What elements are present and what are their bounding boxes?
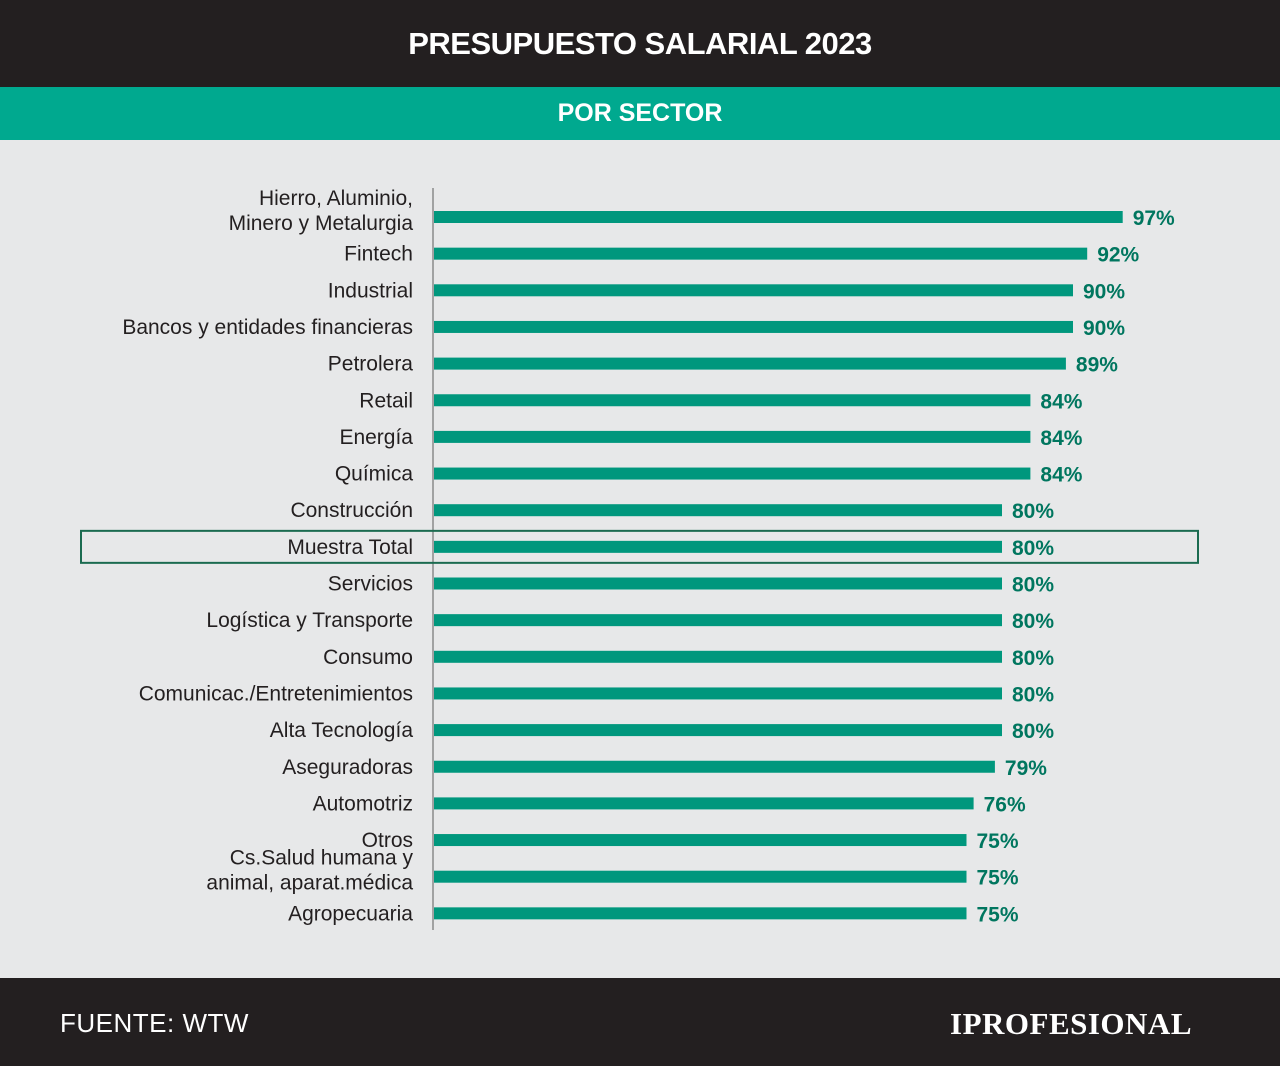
value-label: 80% <box>1012 500 1054 523</box>
category-label: Industrial <box>328 279 413 302</box>
bar <box>434 320 1073 333</box>
source-label: FUENTE: WTW <box>60 1008 249 1038</box>
category-label: Logística y Transporte <box>206 609 413 632</box>
bar <box>434 504 1002 517</box>
bar <box>434 614 1002 627</box>
value-label: 90% <box>1083 280 1125 303</box>
category-label: Consumo <box>323 646 413 669</box>
category-label: Comunicac./Entretenimientos <box>139 682 413 705</box>
category-label: Cs.Salud humana y <box>230 847 414 870</box>
bar <box>434 760 995 773</box>
category-label: Petrolera <box>328 353 414 376</box>
value-label: 80% <box>1012 647 1054 670</box>
chart-header: PRESUPUESTO SALARIAL 2023 <box>0 0 1280 87</box>
highlight-box <box>80 529 1199 564</box>
bar <box>434 687 1002 700</box>
category-label: Energía <box>339 426 413 449</box>
bar <box>434 211 1123 223</box>
value-label: 80% <box>1012 720 1054 743</box>
category-label: Automotriz <box>313 792 413 815</box>
bar <box>434 540 1002 553</box>
brand-logo: IPROFESIONAL <box>950 1006 1192 1041</box>
value-label: 84% <box>1040 427 1082 450</box>
category-label: Hierro, Aluminio, <box>259 187 413 210</box>
value-label: 84% <box>1040 390 1082 413</box>
bar <box>434 797 974 810</box>
category-label: Otros <box>362 829 413 852</box>
value-label: 80% <box>1012 574 1054 597</box>
value-label: 75% <box>977 830 1019 853</box>
category-label: Minero y Metalurgia <box>229 212 414 235</box>
bar <box>434 834 967 847</box>
chart-subheader: POR SECTOR <box>0 87 1280 140</box>
category-label: animal, aparat.médica <box>206 872 413 895</box>
bar <box>434 394 1031 407</box>
value-label: 92% <box>1097 244 1139 267</box>
bar <box>434 870 967 883</box>
category-label: Servicios <box>328 573 413 596</box>
value-label: 80% <box>1012 683 1054 706</box>
chart-title: PRESUPUESTO SALARIAL 2023 <box>408 25 872 61</box>
category-label: Alta Tecnología <box>270 719 414 742</box>
value-label: 90% <box>1083 317 1125 340</box>
chart-footer: FUENTE: WTW IPROFESIONAL <box>0 978 1280 1066</box>
bar <box>434 284 1073 297</box>
value-label: 80% <box>1012 537 1054 560</box>
bar <box>434 467 1031 480</box>
value-label: 89% <box>1076 354 1118 377</box>
value-label: 97% <box>1133 207 1175 230</box>
bar <box>434 907 967 920</box>
value-label: 76% <box>984 793 1026 816</box>
bar <box>434 650 1002 663</box>
bar <box>434 357 1066 370</box>
value-label: 80% <box>1012 610 1054 633</box>
category-label: Muestra Total <box>287 536 413 559</box>
value-label: 79% <box>1005 757 1047 780</box>
category-label: Bancos y entidades financieras <box>122 316 413 339</box>
bar <box>434 247 1088 260</box>
category-label: Fintech <box>344 243 413 266</box>
bar <box>434 577 1002 590</box>
category-label: Química <box>335 463 414 486</box>
value-label: 75% <box>977 903 1019 926</box>
bar <box>434 724 1002 737</box>
category-label: Construcción <box>290 499 413 522</box>
value-label: 75% <box>977 867 1019 890</box>
category-label: Retail <box>359 389 413 412</box>
chart-subtitle: POR SECTOR <box>557 99 723 127</box>
category-label: Agropecuaria <box>288 902 413 925</box>
bar-chart: 97% Hierro, Aluminio,Minero y Metalurgia 9… <box>80 187 1199 930</box>
value-label: 84% <box>1040 464 1082 487</box>
category-label: Aseguradoras <box>282 756 413 779</box>
bar <box>434 430 1031 443</box>
